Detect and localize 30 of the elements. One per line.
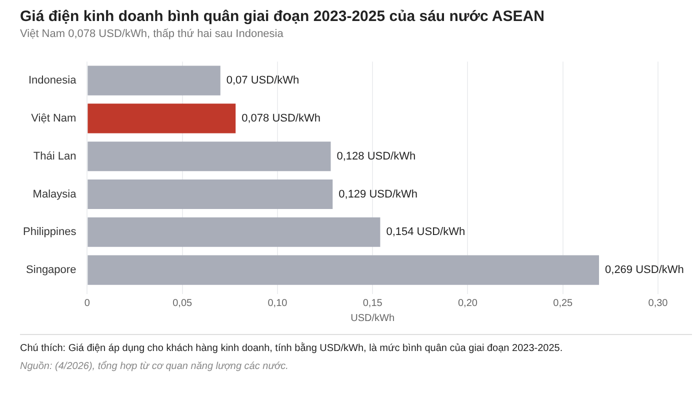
x-tick-label: 0,30 — [648, 298, 668, 309]
data-label: 0,078 USD/kWh — [242, 112, 320, 124]
x-tick-label: 0,10 — [268, 298, 288, 309]
data-label: 0,129 USD/kWh — [338, 188, 418, 200]
data-label: 0,154 USD/kWh — [386, 226, 466, 238]
y-tick-label: Malaysia — [32, 188, 78, 200]
bar — [88, 217, 380, 247]
x-tick-label: 0,20 — [458, 298, 478, 309]
y-tick-label: Việt Nam — [31, 112, 76, 124]
chart-subtitle: Việt Nam 0,078 USD/kWh, thấp thứ hai sau Indonesia — [20, 28, 284, 40]
bar — [88, 179, 333, 210]
y-tick-label: Singapore — [26, 264, 76, 276]
text: Nguồn: (4/2026), tổng hợp từ cơ quan năng lượng các nước. — [20, 361, 290, 372]
bar — [88, 66, 220, 96]
data-label: 0,07 USD/kWh — [226, 74, 300, 87]
x-tick-label: 0,05 — [172, 298, 192, 309]
bar — [88, 104, 236, 134]
x-tick-label: 0 — [84, 298, 90, 309]
y-tick-label: Indonesia — [28, 74, 78, 87]
chart-title: Giá điện kinh doanh bình quân giai đoạn 2023-2025 của sáu nước ASEAN — [20, 8, 546, 25]
bar — [88, 255, 600, 285]
x-tick-label: 0,25 — [553, 298, 574, 309]
data-label: 0,269 USD/kWh — [605, 264, 684, 276]
y-tick-label: Philippines — [23, 226, 77, 238]
text: Chú thích: Giá điện áp dụng cho khách hàng kinh doanh, tính bằng USD/kWh, là mức bình quân của giai đoạn 2023-2025. — [20, 343, 564, 354]
data-label: 0,128 USD/kWh — [336, 150, 416, 162]
bar — [88, 142, 331, 172]
x-axis-title: USD/kWh — [350, 312, 395, 324]
x-tick-label: 0,15 — [362, 298, 383, 309]
y-tick-label: Thái Lan — [33, 150, 76, 162]
